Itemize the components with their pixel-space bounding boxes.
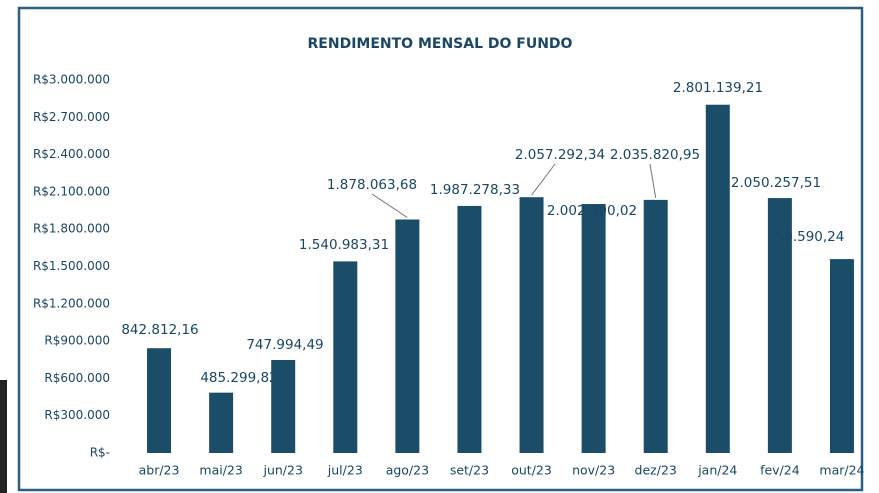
y-tick-label: R$600.000 xyxy=(44,371,110,385)
x-tick-label: set/23 xyxy=(450,463,489,478)
value-label: 1.878.063,68 xyxy=(327,177,417,193)
x-tick-label: abr/23 xyxy=(139,463,180,478)
bar xyxy=(519,197,544,453)
x-tick-label: mai/23 xyxy=(199,463,242,478)
value-label: 1.987.278,33 xyxy=(430,182,520,198)
value-label: 2.057.292,34 xyxy=(515,147,605,163)
x-tick-label: out/23 xyxy=(511,463,552,478)
bar xyxy=(209,392,234,453)
bar xyxy=(581,204,606,453)
x-tick-label: fev/24 xyxy=(760,463,800,478)
y-tick-label: R$1.500.000 xyxy=(33,259,110,273)
bar xyxy=(457,205,482,453)
x-tick-label: jul/23 xyxy=(327,463,363,478)
chart-title: RENDIMENTO MENSAL DO FUNDO xyxy=(308,36,573,52)
leader-line xyxy=(649,163,657,198)
x-tick-label: jun/23 xyxy=(262,463,302,478)
y-tick-label: R$2.400.000 xyxy=(33,147,110,161)
bar xyxy=(147,348,172,453)
y-tick-label: R$1.800.000 xyxy=(33,222,110,236)
x-tick-label: nov/23 xyxy=(572,463,615,478)
y-tick-label: R$- xyxy=(90,446,110,460)
x-tick-label: mar/24 xyxy=(819,463,864,478)
value-label: 747.994,49 xyxy=(246,337,323,353)
x-tick-label: jan/24 xyxy=(697,463,737,478)
value-label: 2.801.139,21 xyxy=(673,80,763,96)
y-tick-label: R$3.000.000 xyxy=(33,73,110,87)
bar xyxy=(395,219,420,453)
edge-strip xyxy=(0,380,7,493)
value-label: 1.540.983,31 xyxy=(299,237,389,253)
bar xyxy=(333,261,358,453)
value-label: 485.299,82 xyxy=(200,370,277,386)
x-tick-label: dez/23 xyxy=(635,463,677,478)
value-label: 2.050.257,51 xyxy=(731,175,821,191)
chart-frame xyxy=(17,6,864,492)
bar xyxy=(643,199,668,453)
leader-line xyxy=(371,193,408,218)
y-tick-label: R$2.700.000 xyxy=(33,110,110,124)
bar xyxy=(271,359,296,453)
y-tick-label: R$2.100.000 xyxy=(33,184,110,198)
bar xyxy=(705,104,730,453)
value-label: 2.002.400,02 xyxy=(547,203,637,219)
y-tick-label: R$900.000 xyxy=(44,334,110,348)
y-tick-label: R$300.000 xyxy=(44,408,110,422)
value-label: 59.590,24 xyxy=(776,229,845,245)
y-tick-label: R$1.200.000 xyxy=(33,296,110,310)
value-label: 2.035.820,95 xyxy=(610,147,700,163)
leader-line xyxy=(531,163,556,196)
value-label: 842.812,16 xyxy=(121,322,198,338)
bar xyxy=(767,198,792,453)
bar xyxy=(829,259,854,453)
x-tick-label: ago/23 xyxy=(386,463,429,478)
